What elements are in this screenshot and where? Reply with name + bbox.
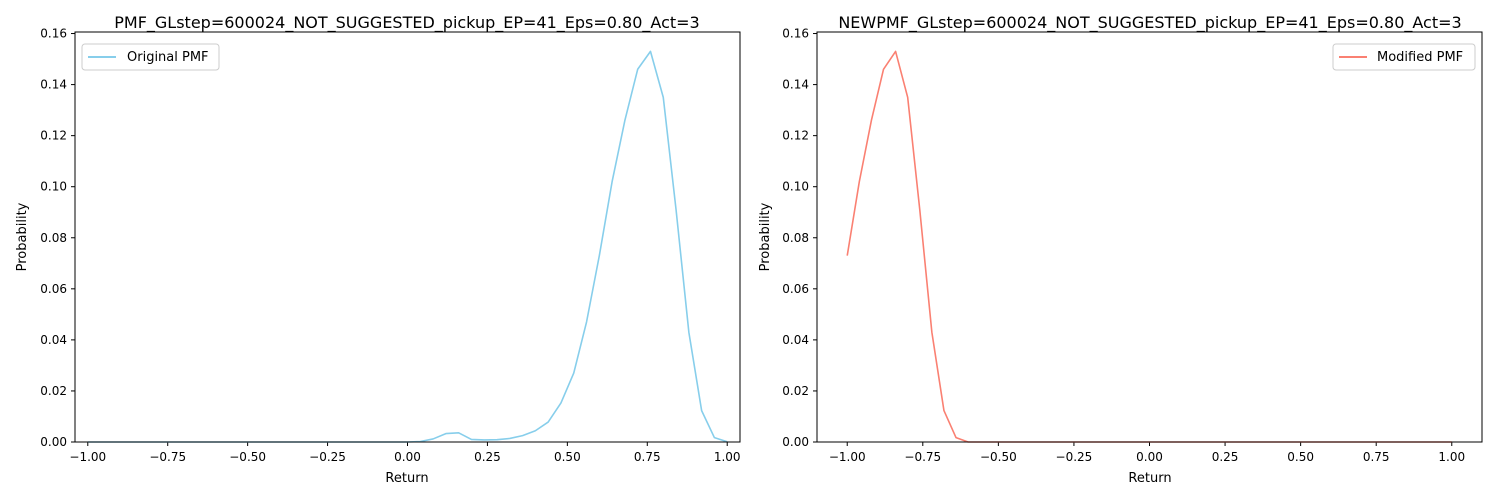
x-axis: −1.00 −0.75 −0.50 −0.25 0.00 0.25 0.50 0.75 1.00 <box>69 442 741 464</box>
x-tick-label: −0.50 <box>980 450 1017 464</box>
legend-box <box>81 43 220 71</box>
y-tick-label: 0.14 <box>782 78 809 92</box>
chart-title: PMF_GLstep=600024_NOT_SUGGESTED_pickup_E… <box>114 13 699 33</box>
axes-frame <box>74 31 741 443</box>
x-tick-label: 1.00 <box>1438 450 1465 464</box>
x-tick-label: 0.50 <box>554 450 581 464</box>
y-axis-label: Probability <box>15 202 30 271</box>
y-tick-label: 0.12 <box>40 129 67 143</box>
x-axis: −1.00 −0.75 −0.50 −0.25 0.00 0.25 0.50 0.75 1.00 <box>829 442 1465 464</box>
original-pmf-chart: PMF_GLstep=600024_NOT_SUGGESTED_pickup_E… <box>15 13 741 486</box>
x-tick-label: 0.75 <box>1363 450 1390 464</box>
chart-title: NEWPMF_GLstep=600024_NOT_SUGGESTED_picku… <box>838 13 1461 33</box>
x-tick-label: 0.25 <box>1212 450 1239 464</box>
y-tick-label: 0.06 <box>782 282 809 296</box>
y-tick-label: 0.04 <box>40 333 67 347</box>
y-tick-label: 0.02 <box>40 384 67 398</box>
y-axis: 0.00 0.02 0.04 0.06 0.08 0.10 0.12 0.14 0.16 <box>40 27 75 449</box>
y-tick-label: 0.08 <box>40 231 67 245</box>
y-tick-label: 0.04 <box>782 333 809 347</box>
y-tick-label: 0.16 <box>40 27 67 41</box>
x-tick-label: −0.25 <box>1056 450 1093 464</box>
x-tick-label: −0.50 <box>229 450 266 464</box>
x-tick-label: 0.50 <box>1287 450 1314 464</box>
y-tick-label: 0.10 <box>40 180 67 194</box>
x-tick-label: 0.25 <box>474 450 501 464</box>
y-tick-label: 0.02 <box>782 384 809 398</box>
y-tick-label: 0.06 <box>40 282 67 296</box>
x-tick-label: −0.75 <box>904 450 941 464</box>
axes-frame <box>816 31 1483 443</box>
x-tick-label: 0.75 <box>634 450 661 464</box>
x-tick-label: 0.00 <box>1136 450 1163 464</box>
x-tick-label: −0.25 <box>309 450 346 464</box>
legend-box <box>1332 43 1476 71</box>
x-tick-label: −1.00 <box>829 450 866 464</box>
x-tick-label: 0.00 <box>394 450 421 464</box>
y-tick-label: 0.12 <box>782 129 809 143</box>
y-tick-label: 0.00 <box>40 435 67 449</box>
y-tick-label: 0.00 <box>782 435 809 449</box>
legend-label: Original PMF <box>127 50 209 65</box>
x-tick-label: −1.00 <box>69 450 106 464</box>
y-axis-label: Probability <box>758 202 773 271</box>
x-tick-label: 1.00 <box>714 450 741 464</box>
y-tick-label: 0.10 <box>782 180 809 194</box>
y-tick-label: 0.16 <box>782 27 809 41</box>
legend: Original PMF <box>81 43 220 71</box>
x-tick-label: −0.75 <box>149 450 186 464</box>
y-tick-label: 0.14 <box>40 78 67 92</box>
legend-label: Modified PMF <box>1377 50 1463 65</box>
x-axis-label: Return <box>1128 471 1171 486</box>
y-axis: 0.00 0.02 0.04 0.06 0.08 0.10 0.12 0.14 0.16 <box>782 27 817 449</box>
x-axis-label: Return <box>385 471 428 486</box>
legend: Modified PMF <box>1332 43 1476 71</box>
modified-pmf-chart: NEWPMF_GLstep=600024_NOT_SUGGESTED_picku… <box>758 13 1483 486</box>
y-tick-label: 0.08 <box>782 231 809 245</box>
